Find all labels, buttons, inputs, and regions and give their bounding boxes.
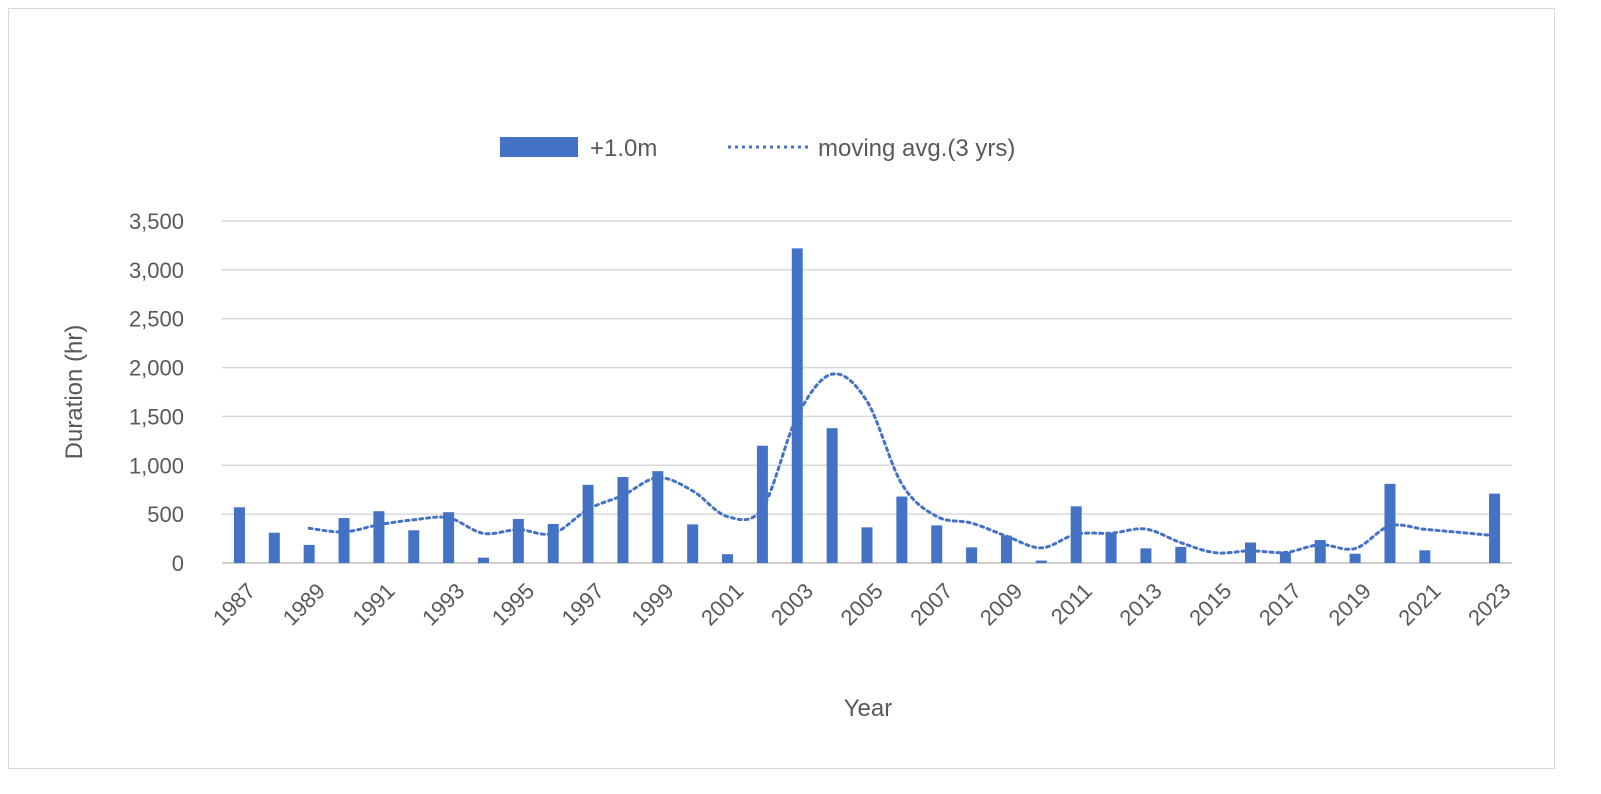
y-tick-labels: 0 500 1,000 1,500 2,000 2,500 3,000 3,500 [129, 209, 184, 576]
bar [791, 248, 803, 564]
bar [1489, 493, 1501, 563]
bar [652, 471, 664, 563]
bar-series [233, 248, 1501, 564]
y-tick-label: 500 [147, 502, 184, 527]
bar [861, 527, 873, 563]
x-tick-label: 1991 [347, 578, 399, 630]
bar [338, 518, 350, 563]
x-tick-label: 2005 [836, 578, 888, 630]
x-tick-label: 2021 [1393, 578, 1445, 630]
x-axis-title: Year [844, 695, 893, 722]
y-tick-label: 3,500 [129, 209, 184, 234]
bar [408, 530, 420, 563]
y-tick-label: 3,000 [129, 258, 184, 283]
bar [722, 554, 734, 563]
bar [1245, 542, 1257, 563]
bar [966, 547, 978, 563]
bar [1000, 535, 1012, 563]
x-tick-label: 2019 [1324, 578, 1376, 630]
x-tick-label: 2017 [1254, 578, 1306, 630]
bar [1419, 550, 1431, 563]
bar [1175, 546, 1187, 563]
bar [1279, 551, 1291, 563]
gridlines [222, 220, 1512, 564]
x-tick-label: 1999 [626, 578, 678, 630]
x-tick-label: 2007 [905, 578, 957, 630]
bar [617, 477, 629, 563]
x-tick-label: 1997 [557, 578, 609, 630]
bar [233, 507, 245, 563]
bar [1035, 560, 1047, 563]
legend-bar-label: +1.0m [590, 135, 657, 162]
bar [756, 445, 768, 563]
bar [582, 484, 594, 563]
x-tick-label: 2001 [696, 578, 748, 630]
y-tick-label: 2,500 [129, 307, 184, 332]
bar [477, 557, 489, 563]
bar [896, 496, 908, 563]
x-tick-label: 2011 [1046, 578, 1097, 629]
bar [1140, 548, 1152, 563]
bar [1314, 540, 1326, 563]
bar [373, 511, 385, 563]
x-tick-label: 2009 [975, 578, 1027, 630]
bar [931, 525, 943, 563]
x-tick-label: 1987 [208, 578, 260, 630]
x-tick-label: 1989 [278, 578, 330, 630]
y-tick-label: 1,500 [129, 404, 184, 429]
bar [512, 519, 524, 563]
x-tick-label: 2023 [1463, 578, 1515, 630]
bar [1349, 553, 1361, 563]
legend: +1.0m moving avg.(3 yrs) [500, 135, 1015, 162]
x-tick-label: 2015 [1184, 578, 1236, 630]
bar [547, 523, 559, 563]
y-axis-title: Duration (hr) [61, 325, 88, 460]
legend-bar-swatch [500, 137, 578, 157]
y-tick-label: 0 [172, 551, 184, 576]
bar [1384, 483, 1396, 563]
bar [443, 512, 455, 563]
x-tick-label: 1993 [417, 578, 469, 630]
x-tick-label: 2013 [1114, 578, 1166, 630]
y-tick-label: 1,000 [129, 453, 184, 478]
bar [1105, 532, 1117, 563]
chart-frame [8, 8, 1555, 769]
legend-line-label: moving avg.(3 yrs) [818, 135, 1015, 162]
bar [826, 428, 838, 563]
y-tick-label: 2,000 [129, 356, 184, 381]
bar [268, 532, 280, 563]
x-tick-label: 1995 [487, 578, 539, 630]
x-tick-label: 2003 [766, 578, 818, 630]
moving-average-series [307, 372, 1497, 555]
moving-average-line [307, 372, 1497, 555]
bar [687, 524, 699, 563]
x-tick-labels: 1987 1989 1991 1993 1995 1997 1999 2001 2003 2005… [208, 578, 1515, 630]
bar [303, 544, 315, 563]
